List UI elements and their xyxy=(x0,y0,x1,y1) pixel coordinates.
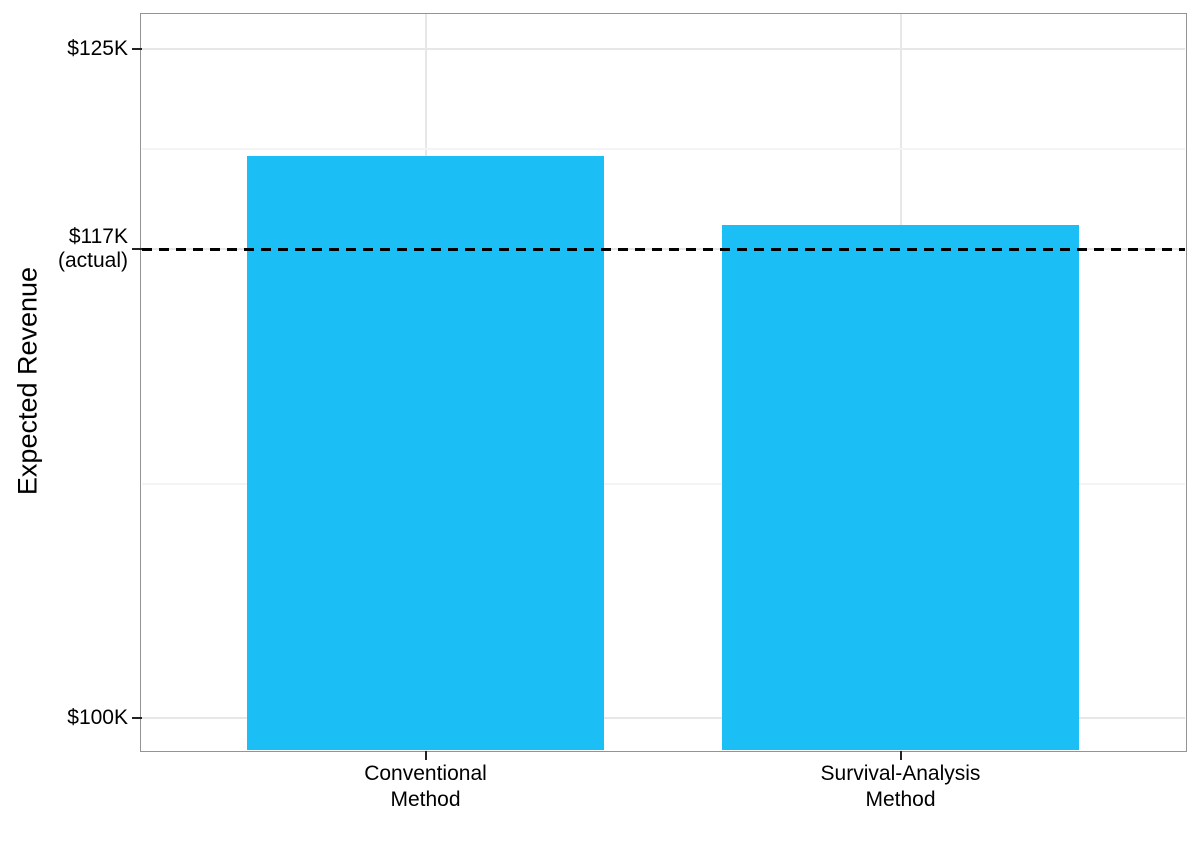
y-tick-label-text: $100K xyxy=(67,706,128,730)
y-tick-label-100k: $100K xyxy=(67,706,128,730)
y-tick-sublabel-text: (actual) xyxy=(57,249,128,273)
bar-conventional-method xyxy=(247,155,604,751)
actual-revenue-dashed-line xyxy=(141,248,1185,251)
y-tick-mark xyxy=(131,248,142,251)
h-gridline-major xyxy=(141,47,1185,50)
y-tick-label-text: $125K xyxy=(67,36,128,60)
y-tick-label-text: $117K xyxy=(68,225,128,249)
x-tick-mark xyxy=(899,751,902,760)
x-tick-mark xyxy=(424,751,427,760)
plot-panel-border xyxy=(140,12,1187,752)
y-tick-label-125k: $125K xyxy=(67,37,128,61)
h-gridline-minor xyxy=(141,148,1185,150)
x-tick-label-survival-analysis-method: Survival-Analysis Method xyxy=(821,761,981,812)
x-tick-label-line2: Method xyxy=(865,787,936,811)
bar-survival-analysis-method xyxy=(722,225,1079,751)
x-tick-label-conventional-method: Conventional Method xyxy=(364,761,487,812)
y-tick-mark xyxy=(131,717,142,720)
y-axis-title: Expected Revenue xyxy=(12,266,43,496)
y-tick-label-117k-actual: $117K (actual) xyxy=(58,225,128,273)
x-tick-label-line2: Method xyxy=(390,787,461,811)
h-gridline-major xyxy=(141,717,1185,720)
y-tick-mark xyxy=(131,47,142,50)
x-tick-label-line1: Survival-Analysis xyxy=(820,762,981,785)
x-tick-label-line1: Conventional xyxy=(364,762,487,785)
h-gridline-minor xyxy=(141,483,1185,485)
